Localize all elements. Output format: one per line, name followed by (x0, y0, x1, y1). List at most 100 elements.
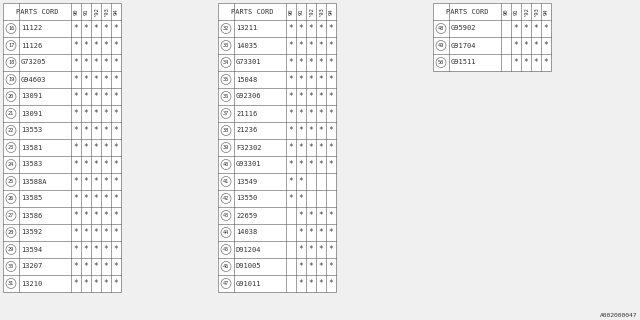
Text: *: * (74, 211, 78, 220)
Text: *: * (524, 58, 528, 67)
Text: *: * (329, 75, 333, 84)
Text: *: * (74, 245, 78, 254)
Text: *: * (299, 58, 303, 67)
Text: *: * (104, 245, 108, 254)
Text: *: * (329, 58, 333, 67)
Text: *: * (299, 75, 303, 84)
Bar (3, 3, 121, 292)
Text: *: * (84, 160, 88, 169)
Text: *: * (308, 41, 314, 50)
Text: 94: 94 (113, 8, 118, 15)
Text: 11122: 11122 (21, 26, 42, 31)
Text: 31: 31 (8, 281, 14, 286)
Text: G92306: G92306 (236, 93, 262, 100)
Text: 13594: 13594 (21, 246, 42, 252)
Text: *: * (104, 92, 108, 101)
Text: *: * (299, 262, 303, 271)
Text: G93301: G93301 (236, 162, 262, 167)
Text: *: * (74, 58, 78, 67)
Text: *: * (74, 194, 78, 203)
Text: *: * (514, 58, 518, 67)
Text: *: * (329, 126, 333, 135)
Text: *: * (104, 75, 108, 84)
Text: *: * (74, 126, 78, 135)
Text: *: * (544, 41, 548, 50)
Text: *: * (84, 24, 88, 33)
Text: *: * (84, 41, 88, 50)
Text: *: * (319, 109, 323, 118)
Text: 13210: 13210 (21, 281, 42, 286)
Text: *: * (114, 58, 118, 67)
Text: *: * (74, 262, 78, 271)
Text: *: * (93, 194, 99, 203)
Text: 14038: 14038 (236, 229, 257, 236)
Text: 13581: 13581 (21, 145, 42, 150)
Text: *: * (74, 177, 78, 186)
Text: *: * (308, 262, 314, 271)
Text: *: * (74, 143, 78, 152)
Text: 47: 47 (223, 281, 229, 286)
Text: 24: 24 (8, 162, 14, 167)
Text: *: * (84, 211, 88, 220)
Text: *: * (319, 41, 323, 50)
Text: *: * (104, 126, 108, 135)
Text: 13550: 13550 (236, 196, 257, 202)
Text: *: * (329, 245, 333, 254)
Text: *: * (319, 245, 323, 254)
Text: *: * (299, 160, 303, 169)
Text: *: * (289, 160, 293, 169)
Text: 48: 48 (438, 26, 444, 31)
Text: *: * (84, 245, 88, 254)
Text: *: * (74, 279, 78, 288)
Text: *: * (74, 160, 78, 169)
Text: 35: 35 (223, 77, 229, 82)
Text: 33: 33 (223, 43, 229, 48)
Text: *: * (104, 41, 108, 50)
Text: 26: 26 (8, 196, 14, 201)
Text: *: * (299, 109, 303, 118)
Text: *: * (319, 160, 323, 169)
Text: 14035: 14035 (236, 43, 257, 49)
Text: *: * (114, 24, 118, 33)
Text: G91704: G91704 (451, 43, 477, 49)
Text: *: * (289, 143, 293, 152)
Text: *: * (104, 228, 108, 237)
Text: *: * (289, 194, 293, 203)
Text: *: * (308, 24, 314, 33)
Text: D91005: D91005 (236, 263, 262, 269)
Text: G95902: G95902 (451, 26, 477, 31)
Text: *: * (74, 228, 78, 237)
Text: 13211: 13211 (236, 26, 257, 31)
Text: *: * (329, 92, 333, 101)
Text: *: * (114, 211, 118, 220)
Bar (218, 3, 336, 292)
Text: *: * (299, 41, 303, 50)
Text: 37: 37 (223, 111, 229, 116)
Text: *: * (308, 92, 314, 101)
Text: *: * (308, 245, 314, 254)
Text: *: * (84, 109, 88, 118)
Text: *: * (524, 41, 528, 50)
Text: *: * (319, 126, 323, 135)
Text: 28: 28 (8, 230, 14, 235)
Text: *: * (104, 143, 108, 152)
Text: *: * (93, 109, 99, 118)
Text: *: * (104, 279, 108, 288)
Text: *: * (289, 177, 293, 186)
Text: *: * (329, 143, 333, 152)
Bar (3, 3, 121, 292)
Text: *: * (319, 262, 323, 271)
Text: *: * (104, 109, 108, 118)
Text: 13585: 13585 (21, 196, 42, 202)
Text: *: * (329, 24, 333, 33)
Text: *: * (534, 41, 538, 50)
Text: *: * (514, 24, 518, 33)
Text: 34: 34 (223, 60, 229, 65)
Text: *: * (544, 24, 548, 33)
Text: 25: 25 (8, 179, 14, 184)
Text: '92: '92 (524, 7, 529, 16)
Text: *: * (534, 58, 538, 67)
Text: *: * (299, 24, 303, 33)
Text: *: * (299, 194, 303, 203)
Bar (218, 3, 336, 292)
